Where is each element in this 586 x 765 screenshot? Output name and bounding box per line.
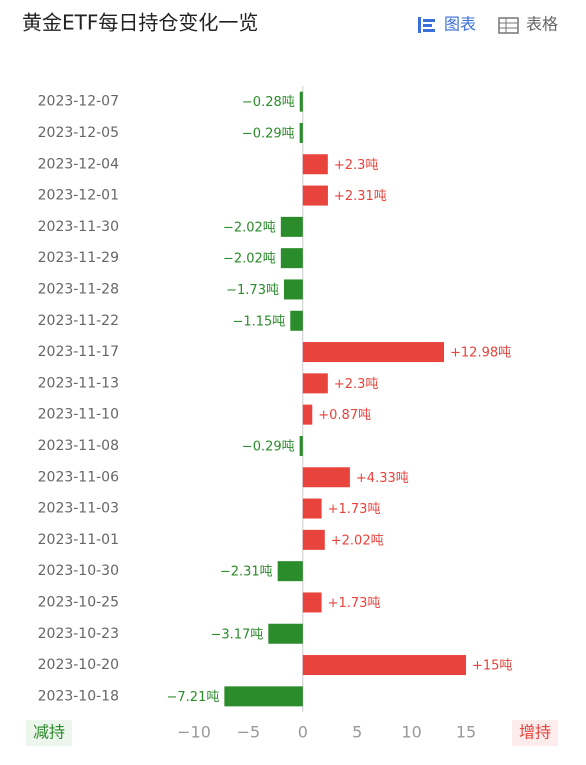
bar [280, 216, 303, 237]
value-label: −1.15吨 [232, 314, 285, 329]
x-tick-label: 15 [456, 723, 476, 742]
tab-label: 图表 [444, 15, 476, 34]
y-tick-label: 2023-12-04 [38, 156, 119, 172]
bar [299, 91, 303, 112]
value-label: +15吨 [472, 659, 512, 674]
y-tick-label: 2023-10-25 [38, 594, 119, 610]
bar [290, 310, 303, 331]
value-label: +2.3吨 [334, 377, 379, 392]
x-tick-label: 5 [352, 723, 362, 742]
negative-label-bg [26, 720, 72, 746]
y-tick-label: 2023-11-28 [38, 281, 119, 297]
x-tick-label: 10 [401, 723, 421, 742]
y-tick-label: 2023-11-13 [38, 375, 119, 391]
positive-label-bg [512, 720, 558, 746]
value-label: +12.98吨 [450, 346, 511, 361]
bar [299, 435, 303, 456]
bar [280, 248, 303, 269]
y-tick-label: 2023-10-20 [38, 657, 119, 673]
y-tick-label: 2023-11-22 [38, 313, 119, 329]
value-label: +1.73吨 [328, 502, 381, 517]
value-label: −1.73吨 [226, 283, 279, 298]
bar [302, 529, 325, 550]
tab-label: 表格 [526, 15, 558, 34]
x-tick-label: −5 [237, 723, 261, 742]
y-tick-label: 2023-12-05 [38, 125, 119, 141]
value-label: −3.17吨 [210, 627, 263, 642]
value-label: +4.33吨 [356, 471, 409, 486]
y-tick-label: 2023-11-17 [38, 344, 119, 360]
x-tick-label: −10 [177, 723, 211, 742]
y-tick-label: 2023-11-08 [38, 438, 119, 454]
negative-label: 减持 [33, 723, 65, 742]
value-label: −2.31吨 [220, 565, 273, 580]
bar [302, 592, 322, 613]
bar [268, 623, 303, 644]
value-label: −0.29吨 [242, 126, 295, 141]
y-tick-label: 2023-11-03 [38, 501, 119, 517]
y-tick-label: 2023-12-01 [38, 188, 119, 204]
bar [302, 154, 328, 175]
bar [302, 342, 445, 363]
x-tick-label: 0 [298, 723, 308, 742]
y-tick-label: 2023-10-30 [38, 563, 119, 579]
bar [302, 655, 466, 676]
value-label: −2.02吨 [223, 252, 276, 267]
y-tick-label: 2023-12-07 [38, 94, 119, 110]
positive-label: 增持 [519, 723, 551, 742]
chart-title: 黄金ETF每日持仓变化一览 [22, 11, 258, 35]
y-tick-label: 2023-11-30 [38, 219, 119, 235]
bar [302, 467, 350, 488]
bar [283, 279, 303, 300]
y-tick-label: 2023-11-06 [38, 469, 119, 485]
value-label: +2.3吨 [334, 158, 379, 173]
y-tick-label: 2023-11-29 [38, 250, 119, 266]
table-tab[interactable]: 表格 [498, 15, 558, 34]
value-label: +1.73吨 [328, 596, 381, 611]
y-tick-label: 2023-10-23 [38, 626, 119, 642]
y-tick-label: 2023-10-18 [38, 688, 119, 704]
value-label: −0.28吨 [242, 95, 295, 110]
value-label: −7.21吨 [167, 690, 220, 705]
value-label: +2.31吨 [334, 189, 387, 204]
bar [302, 498, 322, 519]
value-label: +0.87吨 [318, 408, 371, 423]
bar [277, 561, 303, 582]
bar [299, 122, 303, 143]
bar [224, 686, 303, 707]
value-label: −2.02吨 [223, 220, 276, 235]
bar [302, 404, 313, 425]
bar [302, 185, 328, 206]
bar [302, 373, 328, 394]
value-label: +2.02吨 [331, 533, 384, 548]
value-label: −0.29吨 [242, 439, 295, 454]
y-tick-label: 2023-11-10 [38, 407, 119, 423]
y-tick-label: 2023-11-01 [38, 532, 119, 548]
chart-tab[interactable]: 图表 [418, 15, 476, 34]
